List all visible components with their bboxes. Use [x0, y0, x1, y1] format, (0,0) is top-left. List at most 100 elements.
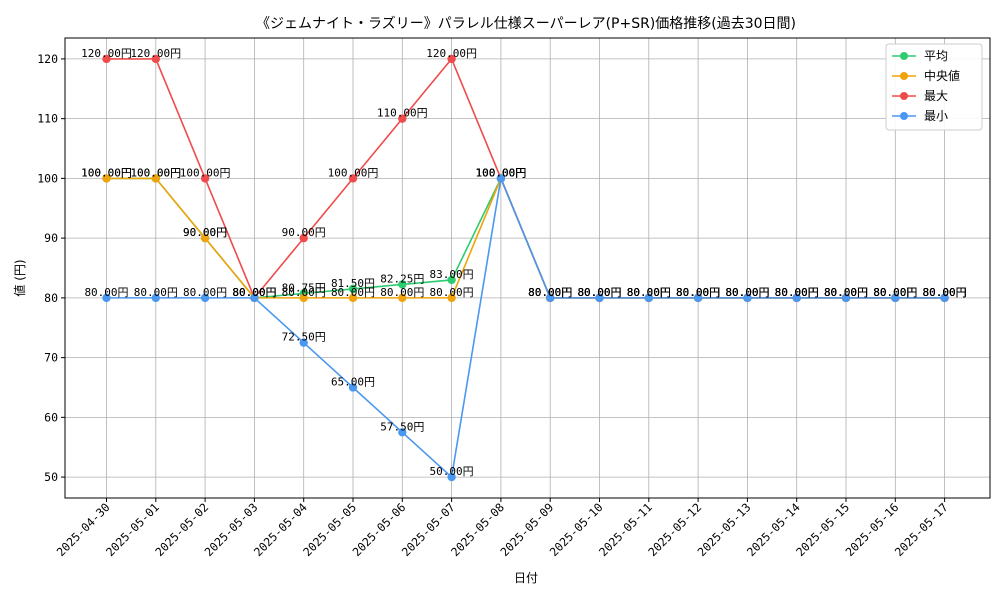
data-label-0: 100.00円 — [476, 166, 527, 179]
legend-swatch-marker — [900, 92, 908, 100]
data-label-1: 80.00円 — [824, 286, 868, 299]
data-label-3: 80.00円 — [873, 286, 917, 299]
data-label-2: 80.00円 — [528, 286, 572, 299]
series-point-3 — [693, 293, 703, 303]
series-point-2 — [299, 233, 308, 243]
data-label-2: 120.00円 — [130, 47, 181, 60]
series-point-2 — [348, 174, 358, 183]
data-label-2: 80.00円 — [232, 286, 276, 299]
data-label-1: 80.00円 — [775, 286, 819, 299]
data-label-3: 65.00円 — [331, 375, 375, 388]
data-label-0: 80.00円 — [923, 286, 967, 299]
data-label-2: 80.00円 — [923, 286, 967, 299]
data-label-0: 80.00円 — [873, 286, 917, 299]
series-point-3 — [200, 293, 210, 303]
data-label-3: 80.00円 — [232, 286, 276, 299]
legend-box — [885, 43, 983, 131]
data-label-0: 80.00円 — [627, 286, 671, 299]
data-label-2: 110.00円 — [377, 107, 428, 120]
data-label-3: 80.00円 — [824, 286, 868, 299]
y-tick-label: 110 — [37, 112, 58, 126]
series-point-3 — [792, 293, 801, 303]
series-point-3 — [102, 293, 111, 303]
data-label-1: 80.00円 — [430, 286, 474, 299]
data-label-0: 80.00円 — [775, 286, 819, 299]
y-tick-label: 120 — [37, 52, 58, 66]
data-label-1: 80.00円 — [676, 286, 720, 299]
data-label-1: 100.00円 — [476, 166, 527, 179]
data-label-3: 72.50円 — [282, 331, 326, 344]
y-tick-label: 90 — [44, 231, 58, 245]
plot-frame — [64, 37, 991, 499]
data-label-1: 100.00円 — [81, 166, 132, 179]
data-label-1: 80.00円 — [282, 286, 326, 299]
data-label-0: 82.25円 — [380, 272, 424, 285]
data-label-1: 80.00円 — [923, 286, 967, 299]
series-point-3 — [447, 472, 456, 482]
series-point-3 — [496, 174, 506, 183]
series-point-0 — [447, 275, 456, 285]
y-axis-label: 値 (円) — [12, 259, 27, 296]
series-point-1 — [299, 293, 308, 303]
legend-swatch-marker — [900, 52, 908, 60]
series-point-3 — [595, 293, 604, 303]
series-point-3 — [250, 293, 259, 303]
series — [102, 54, 949, 482]
grid — [65, 38, 990, 498]
data-label-0: 80.00円 — [824, 286, 868, 299]
data-label-1: 80.00円 — [232, 286, 276, 299]
data-label-3: 80.00円 — [577, 286, 621, 299]
data-label-3: 50.00円 — [430, 465, 474, 478]
data-label-0: 80.00円 — [528, 286, 572, 299]
series-point-2 — [102, 54, 111, 64]
series-point-1 — [447, 293, 456, 303]
data-label-2: 80.00円 — [627, 286, 671, 299]
data-label-1: 80.00円 — [331, 286, 375, 299]
x-tick-label: 2025-05-17 — [892, 500, 951, 559]
data-label-1: 80.00円 — [873, 286, 917, 299]
data-label-0: 80.00円 — [577, 286, 621, 299]
legend-entry: 平均 — [924, 49, 948, 63]
data-label-2: 80.00円 — [775, 286, 819, 299]
series-point-1 — [398, 293, 407, 303]
series-point-3 — [891, 293, 900, 303]
data-label-1: 100.00円 — [130, 166, 181, 179]
series-point-3 — [348, 383, 358, 392]
data-label-0: 81.50円 — [331, 277, 375, 290]
legend-entry: 最小 — [924, 109, 948, 123]
series-point-1 — [102, 174, 111, 183]
y-tick-label: 60 — [44, 410, 58, 424]
data-label-1: 80.00円 — [627, 286, 671, 299]
data-label-3: 80.00円 — [134, 286, 178, 299]
series-point-3 — [151, 293, 160, 303]
data-label-1: 90.00円 — [183, 226, 227, 239]
legend-entry: 中央値 — [924, 68, 960, 83]
y-tick-label: 50 — [44, 470, 58, 484]
data-label-2: 80.00円 — [873, 286, 917, 299]
y-ticks: 50 60 70 80 90 100 110 120 — [37, 52, 65, 484]
data-label-1: 80.00円 — [380, 286, 424, 299]
data-label-0: 80.00円 — [232, 286, 276, 299]
data-label-2: 80.00円 — [725, 286, 769, 299]
data-label-1: 80.00円 — [577, 286, 621, 299]
data-label-3: 80.00円 — [528, 286, 572, 299]
data-label-3: 80.00円 — [84, 286, 128, 299]
series-point-3 — [743, 293, 752, 303]
series-line-3 — [106, 175, 945, 479]
data-label-0: 80.00円 — [725, 286, 769, 299]
data-label-3: 80.00円 — [923, 286, 967, 299]
data-label-3: 100.00円 — [476, 166, 527, 179]
data-label-3: 80.00円 — [725, 286, 769, 299]
data-label-2: 80.00円 — [676, 286, 720, 299]
series-point-2 — [200, 174, 210, 183]
data-label-2: 80.00円 — [577, 286, 621, 299]
legend-swatch-marker — [900, 112, 908, 120]
series-point-3 — [546, 293, 555, 303]
series-point-2 — [151, 54, 160, 64]
data-label-2: 90.00円 — [282, 226, 326, 239]
data-label-3: 57.50円 — [380, 420, 424, 433]
data-label-0: 100.00円 — [81, 166, 132, 179]
